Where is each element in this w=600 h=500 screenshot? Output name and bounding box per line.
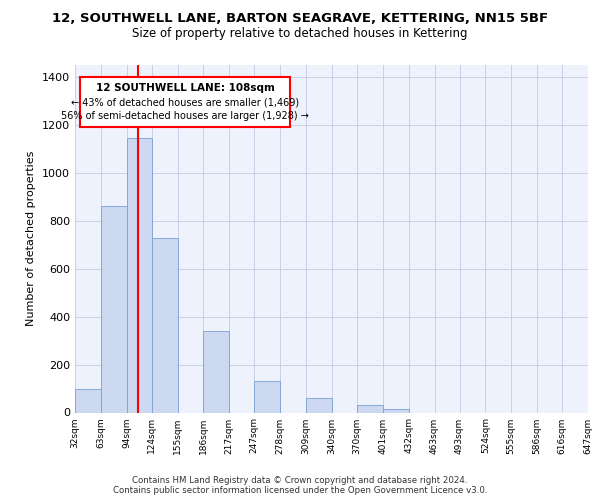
Bar xyxy=(127,138,152,412)
Bar xyxy=(306,398,332,412)
Y-axis label: Number of detached properties: Number of detached properties xyxy=(26,151,37,326)
FancyBboxPatch shape xyxy=(80,77,290,128)
Text: 12, SOUTHWELL LANE, BARTON SEAGRAVE, KETTERING, NN15 5BF: 12, SOUTHWELL LANE, BARTON SEAGRAVE, KET… xyxy=(52,12,548,26)
Text: Contains public sector information licensed under the Open Government Licence v3: Contains public sector information licen… xyxy=(113,486,487,495)
Text: 56% of semi-detached houses are larger (1,928) →: 56% of semi-detached houses are larger (… xyxy=(61,111,309,121)
Bar xyxy=(75,388,101,412)
Text: Contains HM Land Registry data © Crown copyright and database right 2024.: Contains HM Land Registry data © Crown c… xyxy=(132,476,468,485)
Text: ← 43% of detached houses are smaller (1,469): ← 43% of detached houses are smaller (1,… xyxy=(71,97,299,107)
Text: 12 SOUTHWELL LANE: 108sqm: 12 SOUTHWELL LANE: 108sqm xyxy=(96,82,275,92)
Bar xyxy=(357,406,383,412)
Bar xyxy=(383,409,409,412)
Bar xyxy=(101,206,127,412)
Bar xyxy=(254,382,280,412)
Bar xyxy=(152,238,178,412)
Text: Size of property relative to detached houses in Kettering: Size of property relative to detached ho… xyxy=(132,28,468,40)
Bar xyxy=(203,331,229,412)
